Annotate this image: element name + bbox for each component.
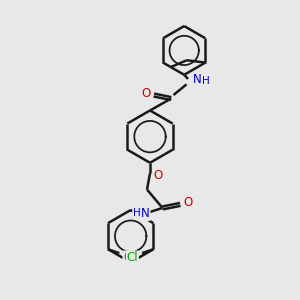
Text: O: O	[183, 196, 192, 209]
Text: O: O	[142, 87, 151, 100]
Text: N: N	[193, 74, 201, 86]
Text: Cl: Cl	[127, 251, 138, 264]
Text: Cl: Cl	[123, 251, 135, 264]
Text: H: H	[202, 76, 210, 86]
Text: O: O	[154, 169, 163, 182]
Text: N: N	[141, 207, 150, 220]
Text: H: H	[133, 208, 140, 218]
